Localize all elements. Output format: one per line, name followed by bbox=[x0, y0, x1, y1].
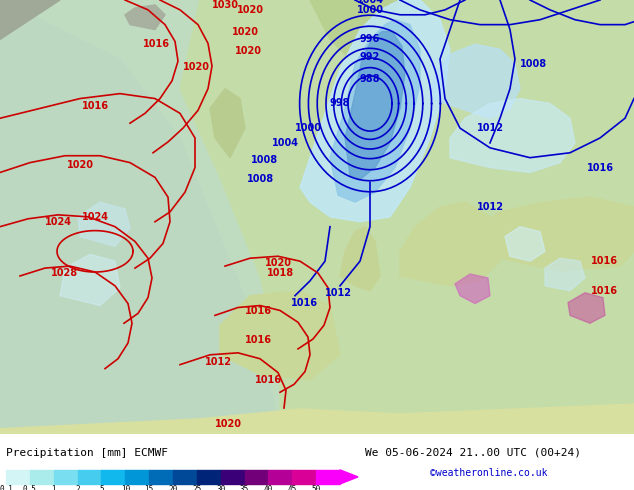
Text: 992: 992 bbox=[360, 52, 380, 62]
Polygon shape bbox=[300, 0, 450, 222]
Text: 15: 15 bbox=[145, 486, 154, 490]
Polygon shape bbox=[480, 197, 634, 271]
Text: 1012: 1012 bbox=[477, 123, 503, 133]
Bar bbox=[173, 470, 197, 484]
Bar bbox=[6, 470, 30, 484]
Text: 998: 998 bbox=[330, 98, 350, 108]
Polygon shape bbox=[310, 0, 400, 59]
Text: 0.1: 0.1 bbox=[0, 486, 13, 490]
Text: 1008: 1008 bbox=[602, 0, 628, 2]
Text: 1016: 1016 bbox=[143, 39, 170, 49]
Polygon shape bbox=[400, 202, 500, 286]
Text: 1020: 1020 bbox=[214, 419, 242, 429]
Text: 20: 20 bbox=[169, 486, 178, 490]
Polygon shape bbox=[0, 404, 634, 434]
Bar bbox=[126, 470, 149, 484]
Text: 1008: 1008 bbox=[252, 155, 278, 165]
Text: 1020: 1020 bbox=[264, 258, 292, 268]
Bar bbox=[268, 470, 292, 484]
Text: 1004: 1004 bbox=[401, 0, 429, 2]
Text: 1016: 1016 bbox=[591, 286, 618, 296]
Text: 10: 10 bbox=[120, 486, 130, 490]
Text: 988: 988 bbox=[359, 74, 380, 84]
Text: 1024: 1024 bbox=[82, 212, 108, 222]
Bar bbox=[292, 470, 316, 484]
Polygon shape bbox=[505, 227, 545, 261]
Bar bbox=[54, 470, 77, 484]
Text: 1012: 1012 bbox=[325, 288, 351, 298]
Polygon shape bbox=[330, 20, 420, 202]
Bar bbox=[149, 470, 173, 484]
Text: 1004: 1004 bbox=[356, 0, 384, 5]
Text: 2: 2 bbox=[75, 486, 80, 490]
Polygon shape bbox=[210, 89, 245, 158]
Text: 45: 45 bbox=[288, 486, 297, 490]
Text: 1: 1 bbox=[51, 486, 56, 490]
Text: 1028: 1028 bbox=[51, 268, 79, 278]
Text: 1024: 1024 bbox=[44, 217, 72, 227]
Text: 1000: 1000 bbox=[356, 5, 384, 15]
Bar bbox=[221, 470, 245, 484]
Text: 1016: 1016 bbox=[245, 335, 271, 345]
Text: 1012: 1012 bbox=[562, 0, 588, 2]
Text: 40: 40 bbox=[264, 486, 273, 490]
Bar bbox=[197, 470, 221, 484]
Text: 1016: 1016 bbox=[245, 306, 271, 316]
Text: 1016: 1016 bbox=[591, 256, 618, 266]
Text: 1020: 1020 bbox=[236, 5, 264, 15]
Text: 996: 996 bbox=[360, 34, 380, 45]
Text: 1008: 1008 bbox=[462, 0, 489, 2]
Text: Precipitation [mm] ECMWF: Precipitation [mm] ECMWF bbox=[6, 448, 168, 458]
Bar bbox=[77, 470, 101, 484]
Polygon shape bbox=[220, 291, 340, 379]
Text: 1020: 1020 bbox=[67, 160, 93, 170]
Bar bbox=[30, 470, 54, 484]
Text: We 05-06-2024 21..00 UTC (00+24): We 05-06-2024 21..00 UTC (00+24) bbox=[365, 448, 581, 458]
Text: 1018: 1018 bbox=[266, 268, 294, 278]
Text: 0.5: 0.5 bbox=[23, 486, 37, 490]
Text: 50: 50 bbox=[311, 486, 321, 490]
Polygon shape bbox=[568, 293, 605, 323]
Text: 1008: 1008 bbox=[247, 174, 273, 184]
Polygon shape bbox=[125, 5, 165, 29]
Text: 1020: 1020 bbox=[183, 62, 210, 72]
Text: 30: 30 bbox=[216, 486, 225, 490]
Text: 1012: 1012 bbox=[477, 202, 503, 212]
Text: 1012: 1012 bbox=[205, 357, 231, 367]
Polygon shape bbox=[78, 202, 130, 246]
Polygon shape bbox=[455, 274, 490, 304]
Text: 1030: 1030 bbox=[212, 0, 238, 10]
Text: 1020: 1020 bbox=[231, 26, 259, 37]
Text: 1016: 1016 bbox=[290, 297, 318, 308]
Text: 5: 5 bbox=[99, 486, 104, 490]
Text: 35: 35 bbox=[240, 486, 249, 490]
Text: 1008: 1008 bbox=[520, 59, 547, 69]
Polygon shape bbox=[340, 470, 358, 484]
Polygon shape bbox=[430, 45, 520, 118]
Text: 1016: 1016 bbox=[82, 100, 108, 111]
Bar bbox=[316, 470, 340, 484]
Polygon shape bbox=[450, 98, 575, 172]
Text: 1000: 1000 bbox=[295, 123, 321, 133]
Polygon shape bbox=[0, 0, 280, 434]
Text: 1016: 1016 bbox=[586, 163, 614, 172]
Polygon shape bbox=[180, 0, 634, 434]
Polygon shape bbox=[340, 227, 380, 291]
Polygon shape bbox=[0, 0, 60, 39]
Text: ©weatheronline.co.uk: ©weatheronline.co.uk bbox=[430, 468, 548, 478]
Text: 1016: 1016 bbox=[254, 374, 281, 385]
Polygon shape bbox=[345, 31, 405, 179]
Polygon shape bbox=[545, 258, 585, 291]
Text: 1020: 1020 bbox=[235, 46, 261, 56]
Bar bbox=[101, 470, 126, 484]
Text: 1004: 1004 bbox=[271, 138, 299, 148]
Text: 25: 25 bbox=[192, 486, 202, 490]
Bar bbox=[245, 470, 268, 484]
Polygon shape bbox=[60, 254, 120, 306]
